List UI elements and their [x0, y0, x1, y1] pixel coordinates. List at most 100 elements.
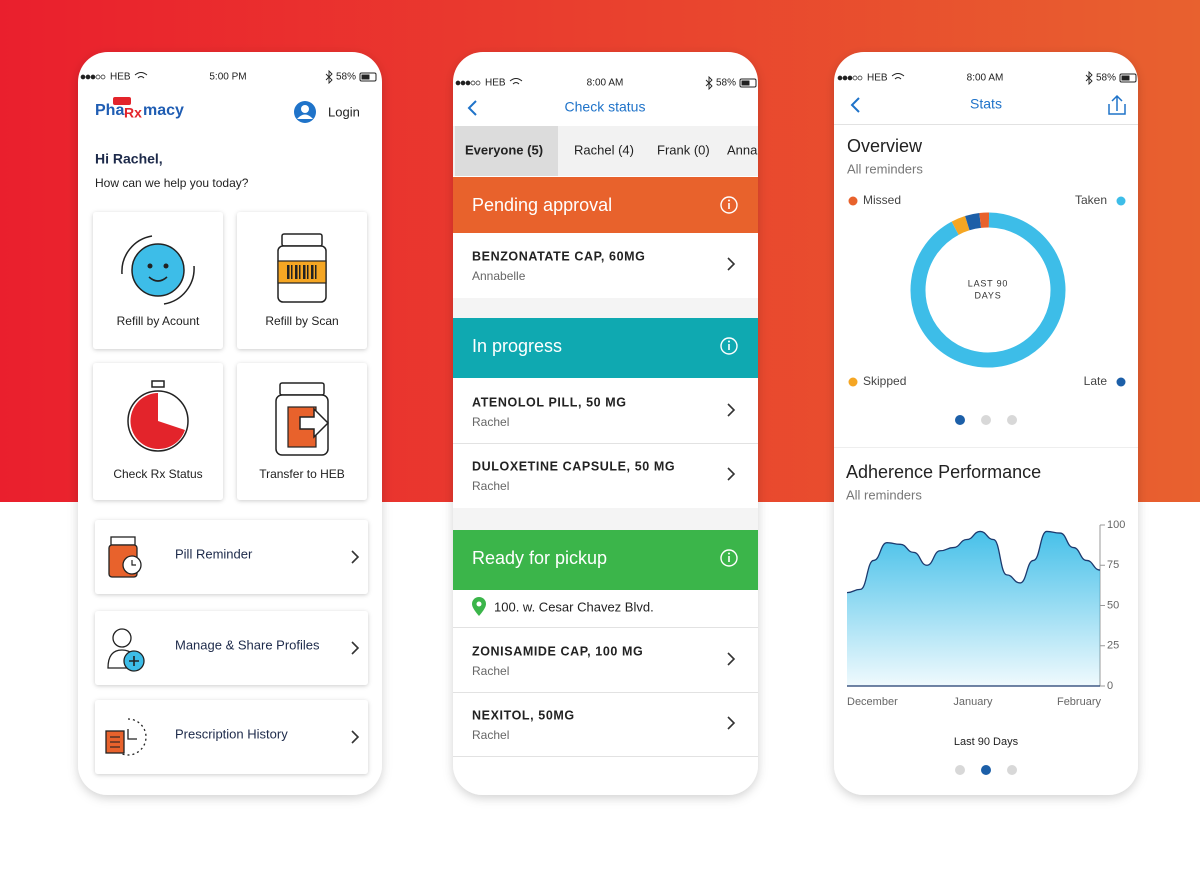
clock: 8:00 AM	[967, 73, 1004, 84]
carrier: HEB	[867, 73, 888, 84]
section-gap	[453, 508, 758, 530]
battery-level: 58%	[336, 72, 356, 83]
legend-label: Late	[1084, 374, 1108, 388]
y-tick-label: 100	[1107, 519, 1125, 531]
menu-icon	[129, 656, 139, 666]
signal-dot	[857, 75, 863, 81]
back-button[interactable]	[467, 100, 477, 116]
account-body	[297, 114, 313, 119]
area	[847, 531, 1100, 686]
info-button[interactable]	[720, 549, 738, 567]
menu-label: Prescription History	[175, 726, 288, 741]
x-tick-label: January	[953, 696, 993, 708]
page-indicator[interactable]	[955, 415, 965, 425]
tile-icon	[277, 260, 327, 284]
account-head	[301, 105, 309, 113]
tile-icon	[303, 265, 306, 279]
chevron	[727, 716, 736, 730]
tile-icon	[130, 393, 185, 449]
tile-icon	[148, 276, 168, 282]
section-header	[453, 530, 758, 590]
menu-item[interactable]	[95, 520, 368, 594]
menu-icon	[131, 560, 136, 566]
pickup-location: 100. w. Cesar Chavez Blvd.	[494, 599, 654, 614]
prescription-row[interactable]	[453, 233, 758, 297]
tile-icon	[299, 407, 330, 439]
location-pin	[476, 601, 482, 607]
tile-icon	[279, 382, 325, 396]
info-button[interactable]	[720, 337, 738, 355]
chart-title: Adherence Performance	[846, 462, 1041, 482]
signal-dot	[847, 75, 853, 81]
battery-icon	[1119, 73, 1137, 83]
page-indicator[interactable]	[955, 765, 965, 775]
logo: Rx	[124, 105, 142, 121]
greeting: Hi Rachel,	[95, 151, 163, 167]
signal-dot	[852, 75, 858, 81]
prescription-row[interactable]	[453, 379, 758, 443]
battery-level: 58%	[1096, 73, 1116, 84]
y-tick-label: 25	[1107, 640, 1119, 652]
carrier: HEB	[110, 72, 131, 83]
y-tick-label: 75	[1107, 559, 1119, 571]
donut-segment	[910, 212, 1066, 368]
patient-name: Rachel	[472, 664, 509, 678]
signal-dot	[95, 74, 101, 80]
tile-icon	[307, 265, 309, 279]
tile-icon	[295, 265, 298, 279]
drug-name: BENZONATATE CAP, 60MG	[472, 249, 646, 263]
prescription-row[interactable]	[453, 443, 758, 507]
share-button[interactable]	[1108, 94, 1126, 115]
battery-icon	[359, 72, 377, 82]
chevron	[351, 550, 360, 564]
clock: 5:00 PM	[209, 72, 246, 83]
page-indicator[interactable]	[1007, 415, 1017, 425]
stats-screen: HEB 8:00 AM 58% Stats Overview All reminders L…	[834, 70, 1138, 775]
x-tick-label: February	[1057, 696, 1102, 708]
page-indicator[interactable]	[981, 415, 991, 425]
bluetooth-icon	[325, 69, 333, 85]
patient-name: Rachel	[472, 479, 509, 493]
chevron	[727, 257, 736, 271]
y-tick-label: 50	[1107, 599, 1119, 611]
battery-icon	[739, 78, 757, 88]
logo-badge-bg	[113, 97, 131, 105]
legend-label: Missed	[863, 193, 901, 207]
menu-icon	[112, 628, 132, 648]
tile-icon	[131, 243, 185, 297]
prescription-row[interactable]	[453, 692, 758, 756]
tile-icon	[147, 263, 153, 269]
battery-fill	[1121, 75, 1130, 81]
carrier: HEB	[485, 78, 506, 89]
legend-label: Taken	[1075, 193, 1107, 207]
menu-item[interactable]	[95, 611, 368, 685]
donut-center-label: DAYS	[974, 290, 1001, 300]
logo: macy	[143, 102, 184, 119]
chevron	[727, 652, 736, 666]
page-indicator[interactable]	[981, 765, 991, 775]
drug-name: NEXITOL, 50MG	[472, 708, 575, 722]
info-button	[728, 199, 730, 202]
tab: Rachel (4)	[574, 142, 634, 157]
tile-label: Check Rx Status	[113, 467, 202, 481]
page-indicator[interactable]	[1007, 765, 1017, 775]
section-gap	[453, 298, 758, 318]
menu-icon	[110, 536, 136, 546]
menu-item[interactable]	[95, 700, 368, 774]
legend-label: Skipped	[863, 374, 906, 388]
tile-icon	[315, 265, 317, 279]
signal-dot	[455, 80, 461, 86]
tile-label: Transfer to HEB	[259, 467, 345, 481]
donut-center-label: LAST 90	[968, 278, 1008, 288]
tab: Frank (0)	[657, 142, 710, 157]
back-button[interactable]	[850, 97, 860, 113]
prescription-row[interactable]	[453, 628, 758, 692]
signal-dot	[842, 75, 848, 81]
menu-label: Pill Reminder	[175, 546, 253, 561]
tab-selected[interactable]	[455, 126, 558, 176]
drug-name: DULOXETINE CAPSULE, 50 MG	[472, 459, 675, 473]
menu-icon	[127, 729, 137, 740]
info-button[interactable]	[720, 196, 738, 214]
